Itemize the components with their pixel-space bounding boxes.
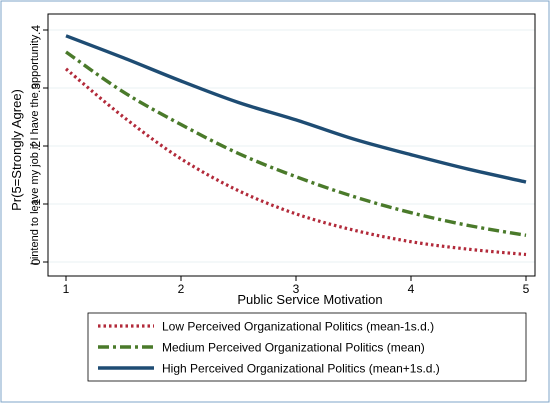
x-axis-label: Public Service Motivation [237,292,382,307]
legend: Low Perceived Organizational Politics (m… [87,312,527,382]
ticks: 0 .1 .2 .3 .4 1 2 3 4 5 [29,25,530,296]
series-group [64,34,527,257]
y-tick-label: .3 [29,83,43,93]
x-tick-label: 5 [523,282,530,296]
series-line-1 [64,67,527,257]
plot-frame [47,13,536,277]
x-tick-label: 3 [293,282,300,296]
x-tick-label: 1 [63,282,70,296]
legend-label-3: High Perceived Organizational Politics (… [162,362,440,376]
series-line-3 [65,34,527,184]
y-tick-label: .4 [29,25,43,35]
y-tick-label: 0 [29,258,43,265]
y-axis-sublabel: I intend to leave my job if I have the o… [29,34,41,265]
y-tick-label: .1 [29,199,43,209]
legend-label-1: Low Perceived Organizational Politics (m… [162,320,434,334]
y-tick-label: .2 [29,141,43,151]
axes [47,13,536,277]
grid-lines [48,29,535,263]
legend-label-2: Medium Perceived Organizational Politics… [162,341,425,355]
series-line-2 [65,50,527,237]
x-tick-label: 2 [178,282,185,296]
x-tick-label: 4 [408,282,415,296]
legend-box [87,312,527,382]
y-axis-label: Pr(5=Strongly Agree) [9,89,24,211]
